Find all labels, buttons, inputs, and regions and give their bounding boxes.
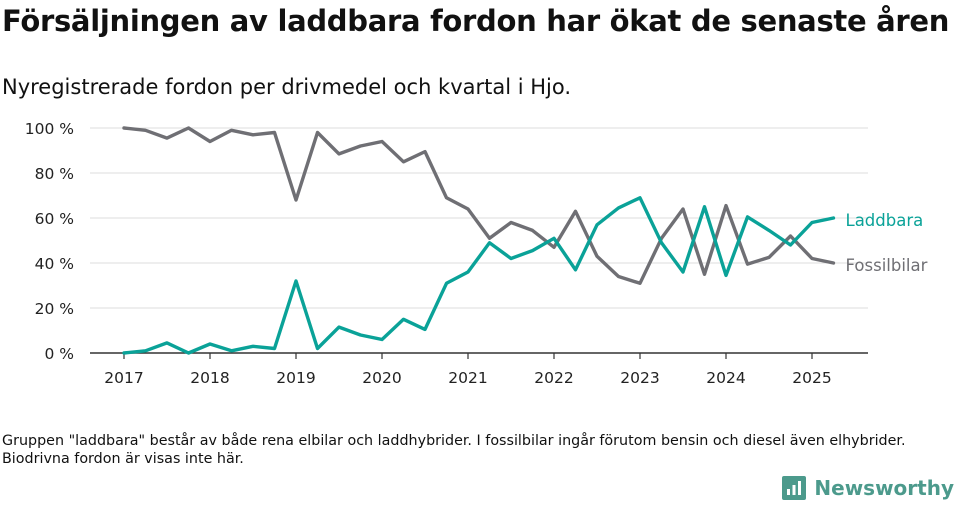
brand-logo: Newsworthy: [782, 476, 954, 500]
x-tick-label: 2024: [706, 369, 745, 387]
chart-title: Försäljningen av laddbara fordon har öka…: [2, 4, 950, 38]
y-tick-label: 100 %: [25, 120, 74, 138]
brand-name: Newsworthy: [814, 476, 954, 500]
line-chart: 0 % 20 % 40 % 60 % 80 % 100 % 2017 2018 2019 2020…: [25, 120, 928, 387]
bar-chart-icon: [782, 476, 807, 500]
y-tick-label: 60 %: [35, 210, 74, 228]
x-tick-label: 2020: [362, 369, 401, 387]
x-tick-label: 2025: [792, 369, 831, 387]
x-tick-label: 2018: [190, 369, 229, 387]
y-tick-label: 20 %: [35, 300, 74, 318]
x-tick-label: 2021: [448, 369, 487, 387]
series-label: Fossilbilar: [846, 256, 928, 275]
x-tick-label: 2019: [276, 369, 315, 387]
footnote: Gruppen "laddbara" består av både rena e…: [2, 433, 906, 467]
x-tick-label: 2022: [534, 369, 573, 387]
series-line-laddbara: [122, 196, 836, 355]
y-tick-label: 0 %: [44, 345, 74, 363]
series-label: Laddbara: [846, 211, 924, 230]
x-tick-label: 2017: [104, 369, 143, 387]
y-tick-label: 40 %: [35, 255, 74, 273]
y-tick-label: 80 %: [35, 165, 74, 183]
chart-subtitle: Nyregistrerade fordon per drivmedel och …: [2, 75, 572, 99]
x-tick-label: 2023: [620, 369, 659, 387]
